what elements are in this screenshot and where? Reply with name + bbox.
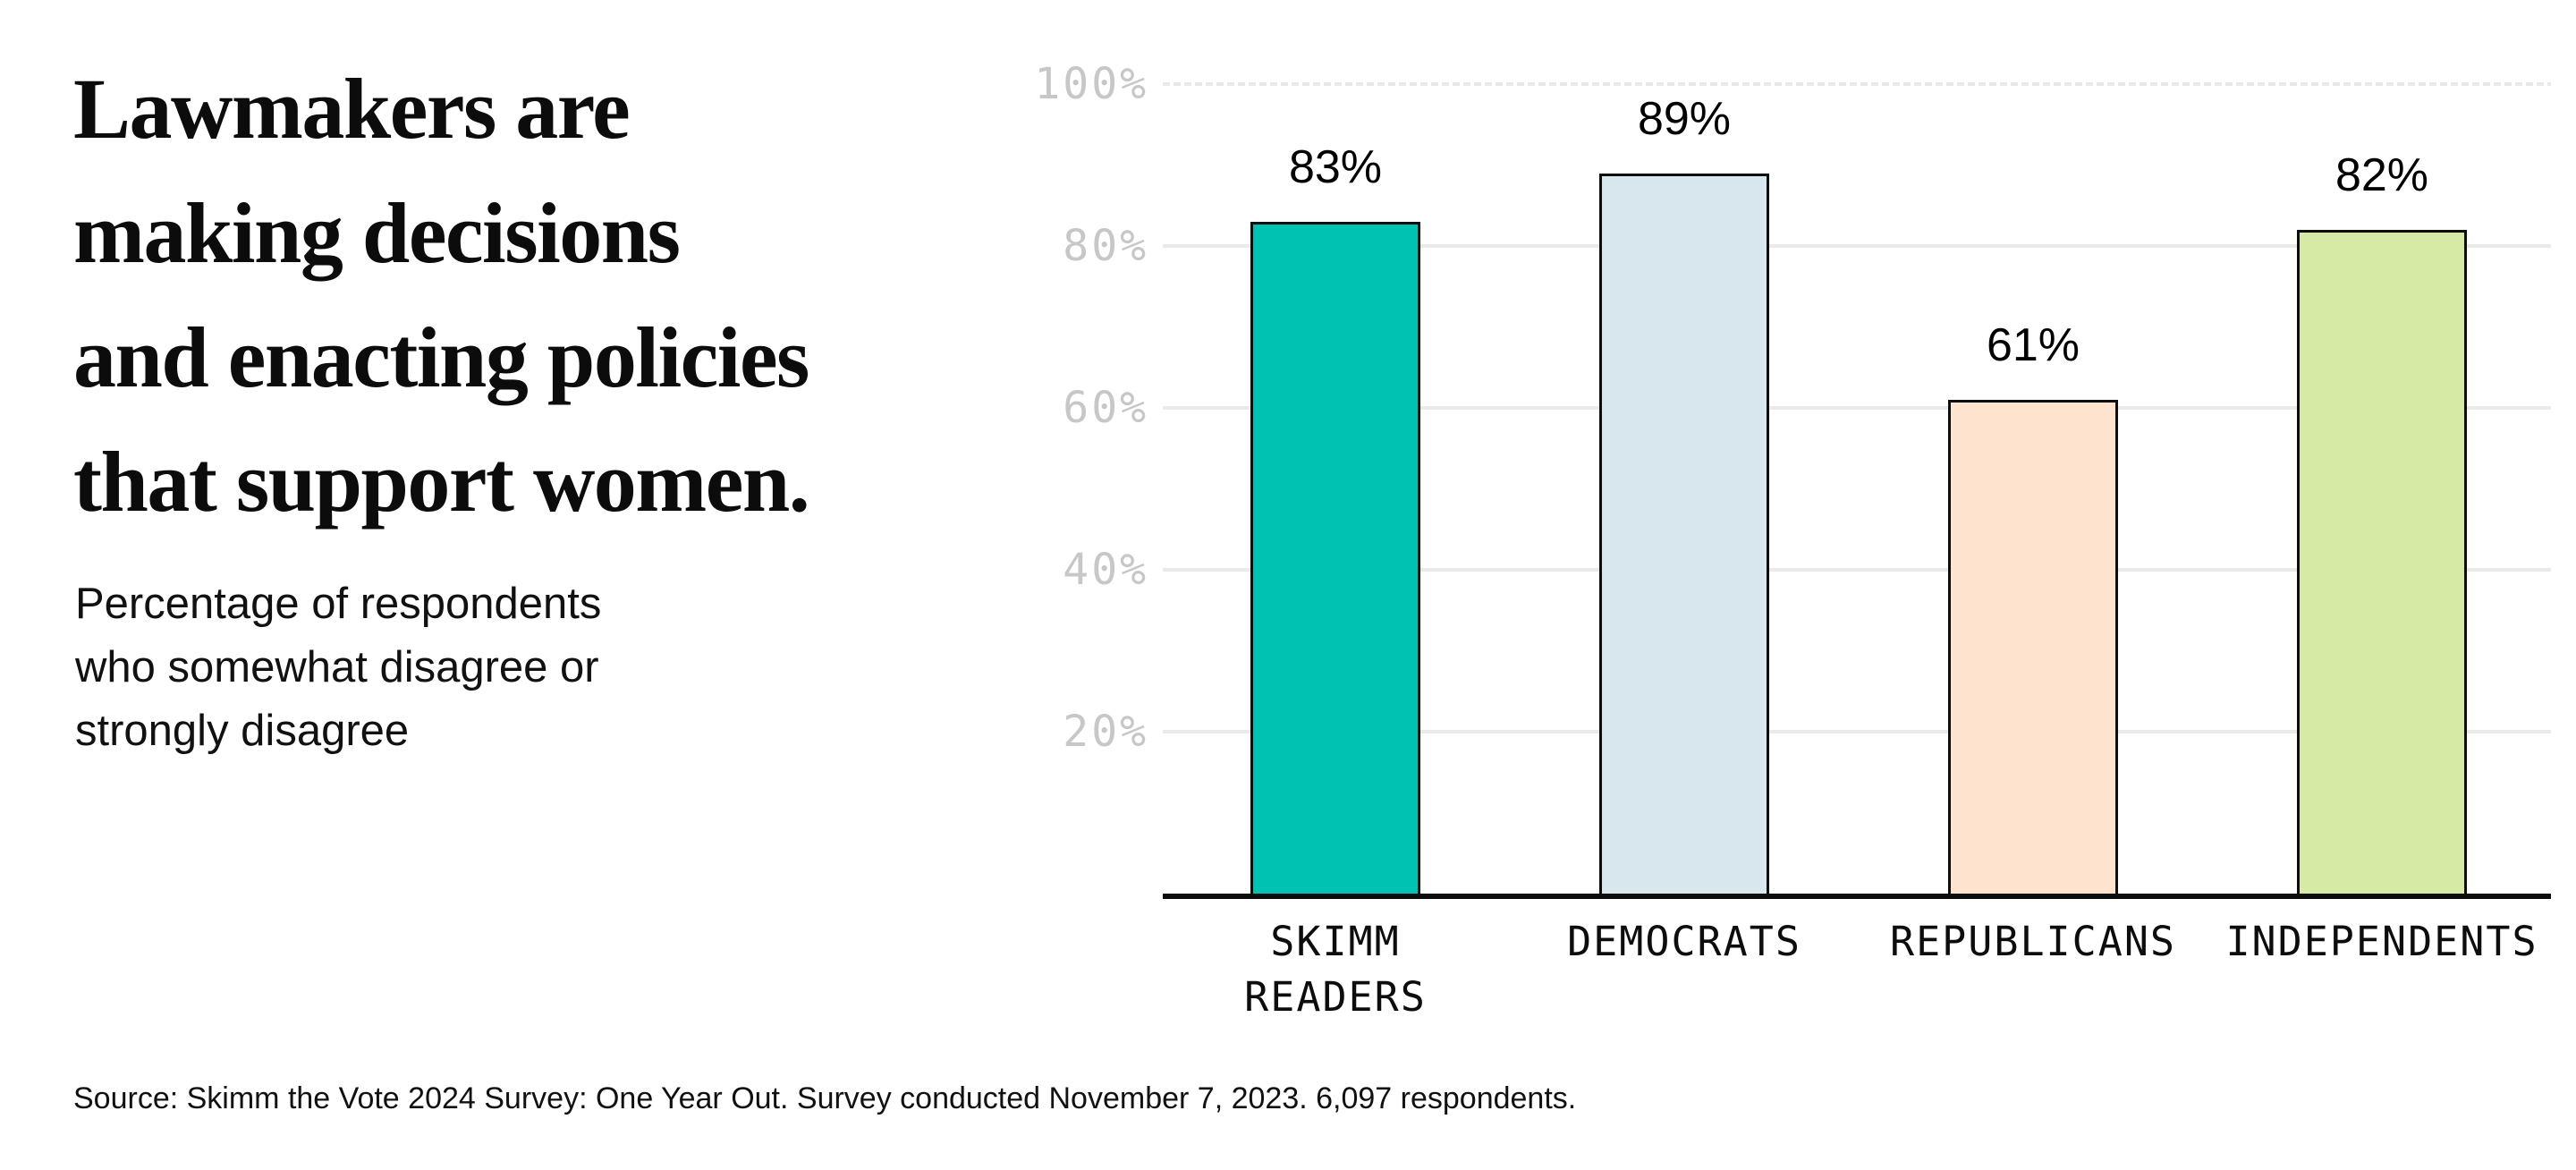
- x-axis-label-republicans: REPUBLICANS: [1801, 914, 2266, 970]
- x-axis-label-line: REPUBLICANS: [1889, 918, 2176, 965]
- y-tick-label-20: 20%: [1063, 707, 1148, 757]
- gridline-80: [1163, 244, 2551, 248]
- chart-subtitle-line-2: who somewhat disagree or: [75, 643, 599, 691]
- bar-value-label-independents: 82%: [2334, 149, 2429, 201]
- gridline-20: [1163, 730, 2551, 733]
- bar-value-label-skimm-readers: 83%: [1288, 141, 1383, 193]
- source-note: Source: Skimm the Vote 2024 Survey: One …: [73, 1081, 1577, 1115]
- x-axis-label-line: INDEPENDENTS: [2225, 918, 2538, 965]
- bar-skimm-readers: [1250, 222, 1420, 894]
- bar-independents: [2297, 230, 2467, 894]
- x-axis-label-independents: INDEPENDENTS: [2149, 914, 2576, 970]
- page-title-line-2: making decisions: [73, 185, 681, 281]
- chart-subtitle-line-3: strongly disagree: [75, 707, 410, 755]
- x-axis-label-line: READERS: [1244, 973, 1427, 1021]
- x-axis-label-line: SKIMM: [1270, 918, 1401, 965]
- x-axis-label-line: DEMOCRATS: [1567, 918, 1801, 965]
- chart-subtitle-line-1: Percentage of respondents: [75, 580, 602, 628]
- y-tick-label-40: 40%: [1063, 545, 1148, 595]
- x-axis-label-skimm-readers: SKIMM READERS: [1103, 914, 1568, 1025]
- page-title-line-1: Lawmakers are: [73, 61, 631, 157]
- page-title-line-4: that support women.: [73, 434, 810, 530]
- gridline-60: [1163, 406, 2551, 410]
- gridline-40: [1163, 568, 2551, 572]
- gridline-100: [1163, 82, 2551, 86]
- x-axis-label-democrats: DEMOCRATS: [1452, 914, 1917, 970]
- bar-value-label-republicans: 61%: [1986, 319, 2080, 371]
- bar-republicans: [1948, 400, 2118, 894]
- page-title: Lawmakers are making decisions and enact…: [73, 47, 1057, 544]
- chart-subtitle: Percentage of respondents who somewhat d…: [75, 572, 755, 763]
- bar-democrats: [1599, 174, 1769, 894]
- y-tick-label-60: 60%: [1063, 383, 1148, 433]
- y-tick-label-80: 80%: [1063, 221, 1148, 271]
- y-tick-label-100: 100%: [1034, 59, 1148, 109]
- page-title-line-3: and enacting policies: [73, 309, 809, 405]
- bar-value-label-democrats: 89%: [1637, 93, 1732, 145]
- x-axis-line: [1163, 894, 2551, 899]
